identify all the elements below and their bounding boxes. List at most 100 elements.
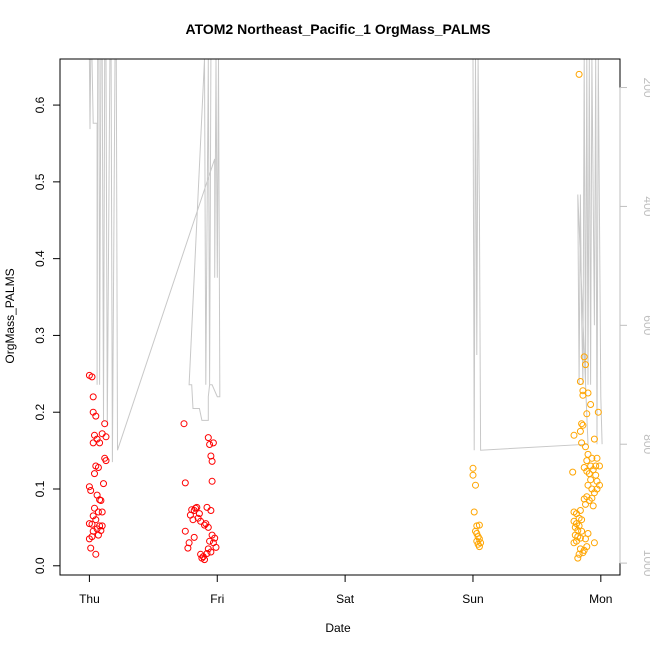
data-point <box>594 408 602 416</box>
data-point <box>204 434 212 442</box>
data-point <box>92 516 100 524</box>
data-point <box>207 507 215 514</box>
data-point <box>576 427 584 435</box>
data-point <box>208 457 216 465</box>
y-axis-label: OrgMass_PALMS <box>3 268 17 363</box>
data-point <box>582 500 589 508</box>
data-point <box>469 471 477 479</box>
y-tick-label: 0.0 <box>33 557 47 574</box>
data-point <box>473 530 481 537</box>
chart-title: ATOM2 Northeast_Pacific_1 OrgMass_PALMS <box>186 21 491 37</box>
data-point <box>574 554 582 562</box>
right-tick-label: 1000 <box>641 550 650 577</box>
data-point <box>585 497 593 504</box>
data-point <box>206 537 214 545</box>
data-point <box>190 507 198 514</box>
data-point <box>190 533 198 541</box>
data-point <box>91 470 98 478</box>
data-point <box>206 441 214 448</box>
data-point <box>207 548 215 556</box>
data-point <box>102 433 110 441</box>
data-point <box>211 534 219 542</box>
data-point <box>94 531 102 539</box>
data-point <box>570 539 578 547</box>
data-point <box>212 543 220 551</box>
data-point <box>89 393 97 401</box>
data-point <box>582 535 589 543</box>
data-point <box>578 527 586 535</box>
data-point <box>92 550 100 558</box>
data-point <box>578 439 586 447</box>
data-point <box>569 468 577 476</box>
data-point <box>475 543 483 551</box>
x-tick-label: Sat <box>336 592 355 606</box>
data-point <box>475 521 483 529</box>
y-tick-label: 0.6 <box>33 96 47 113</box>
data-point <box>184 544 192 552</box>
data-point <box>97 497 105 504</box>
y-tick-label: 0.1 <box>33 480 47 497</box>
data-point <box>578 420 586 428</box>
data-point <box>201 521 208 529</box>
data-point <box>579 421 587 429</box>
data-point <box>590 435 598 443</box>
data-point <box>589 502 597 510</box>
data-point <box>88 520 96 528</box>
x-axis: Thu Fri Sat Sun Mon <box>79 574 612 606</box>
data-point <box>575 550 583 558</box>
data-point <box>208 477 216 485</box>
data-point <box>587 476 595 484</box>
data-point <box>583 410 591 418</box>
data-point <box>85 535 93 543</box>
data-point <box>87 544 95 552</box>
data-point <box>593 454 601 462</box>
pressure-line <box>88 58 603 463</box>
data-point <box>469 464 477 472</box>
x-tick-label: Mon <box>589 592 612 606</box>
data-point <box>579 549 587 557</box>
data-point <box>195 510 203 518</box>
scatter-points-layer <box>85 70 603 564</box>
data-point <box>570 431 578 439</box>
data-point <box>582 361 589 369</box>
data-point <box>102 457 110 465</box>
data-point <box>580 353 588 361</box>
data-point <box>578 516 586 524</box>
data-point <box>584 481 592 489</box>
data-point <box>470 508 478 516</box>
pressure-line-layer <box>88 58 603 463</box>
data-point <box>575 70 583 78</box>
data-point <box>98 522 106 530</box>
data-point <box>101 420 109 428</box>
data-point <box>582 443 589 451</box>
data-point <box>596 462 603 470</box>
data-point <box>87 487 95 494</box>
right-axis: 200 400 600 800 1000 <box>619 78 650 577</box>
data-point <box>185 539 193 547</box>
x-tick-label: Thu <box>79 592 100 606</box>
x-axis-label: Date <box>325 621 351 635</box>
data-point <box>88 373 96 381</box>
data-point <box>579 391 587 399</box>
y-axis: 0.0 0.1 0.2 0.3 0.4 0.5 0.6 <box>33 96 61 574</box>
x-tick-label: Sun <box>462 592 483 606</box>
y-tick-label: 0.5 <box>33 173 47 190</box>
data-point <box>472 481 479 489</box>
data-point <box>92 412 100 420</box>
y-tick-label: 0.4 <box>33 250 47 267</box>
right-tick-label: 200 <box>641 78 650 98</box>
data-point <box>202 520 210 528</box>
data-point <box>85 483 93 491</box>
right-tick-label: 600 <box>641 315 650 335</box>
data-point <box>181 479 189 487</box>
data-point <box>100 480 107 488</box>
data-point <box>94 508 102 516</box>
x-tick-label: Fri <box>210 592 224 606</box>
data-point <box>98 508 106 516</box>
y-tick-label: 0.2 <box>33 404 47 421</box>
right-tick-label: 800 <box>641 434 650 454</box>
data-point <box>94 464 102 471</box>
data-point <box>189 516 197 524</box>
data-point <box>181 527 189 535</box>
